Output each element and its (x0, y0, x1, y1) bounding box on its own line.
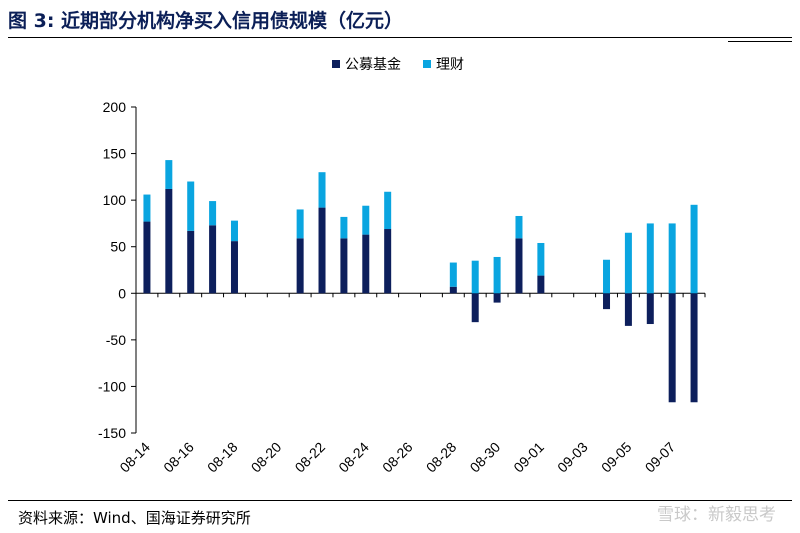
y-tick-label: -150 (98, 425, 126, 441)
bar-fund (690, 293, 698, 403)
bar-wealth (187, 181, 195, 231)
bar-fund (340, 238, 348, 294)
bar-fund (449, 286, 457, 294)
x-tick-label: 09-05 (598, 439, 635, 476)
chart-title: 图 3: 近期部分机构净买入信用债规模（亿元） (8, 10, 404, 32)
bar-wealth (471, 260, 479, 294)
watermark: 雪球：新毅思考 (657, 505, 776, 525)
bar-fund (603, 293, 611, 310)
x-tick-label: 08-14 (116, 439, 153, 476)
y-tick-label: 100 (103, 192, 127, 208)
x-tick-label: 08-16 (160, 439, 197, 476)
bar-wealth (515, 215, 523, 239)
bar-fund (165, 188, 173, 294)
x-tick-label: 08-20 (248, 439, 285, 476)
bar-wealth (603, 259, 611, 294)
bar-fund (624, 293, 632, 326)
x-tick-label: 08-22 (292, 439, 329, 476)
bar-wealth (493, 256, 501, 294)
bar-wealth (624, 232, 632, 294)
x-tick-label: 08-24 (335, 439, 372, 476)
bar-wealth (143, 194, 151, 222)
y-tick-label: -50 (106, 332, 126, 348)
bar-wealth (537, 242, 545, 276)
bar-wealth (165, 160, 173, 189)
legend-swatch-fund (332, 60, 340, 68)
x-tick-label: 08-30 (467, 439, 504, 476)
x-tick-label: 09-01 (510, 439, 547, 476)
bar-fund (318, 207, 326, 294)
source-note: 资料来源：Wind、国海证券研究所 (18, 509, 251, 527)
x-tick-label: 08-26 (379, 439, 416, 476)
y-tick-label: -100 (98, 378, 126, 394)
bar-wealth (362, 205, 370, 235)
y-tick-label: 50 (110, 239, 126, 255)
bottom-divider (8, 500, 792, 501)
bar-fund (493, 293, 501, 303)
bar-fund (646, 293, 654, 325)
bar-wealth (449, 262, 457, 287)
bar-fund (143, 221, 151, 294)
x-tick-label: 09-07 (642, 439, 679, 476)
top-divider-accent (728, 41, 792, 42)
bar-fund (209, 225, 217, 294)
y-tick-label: 200 (103, 99, 127, 115)
bar-fund (384, 229, 392, 294)
bar-fund (471, 293, 479, 323)
bar-wealth (318, 172, 326, 208)
bar-wealth (230, 220, 238, 242)
y-tick-label: 150 (103, 146, 127, 162)
legend-label-wealth: 理财 (436, 57, 464, 73)
bar-fund (296, 238, 304, 294)
bar-wealth (384, 191, 392, 230)
bar-fund (230, 241, 238, 294)
bar-fund (362, 234, 370, 294)
bar-wealth (646, 223, 654, 294)
x-tick-label: 08-28 (423, 439, 460, 476)
bar-wealth (690, 204, 698, 294)
bar-wealth (296, 209, 304, 239)
bar-wealth (209, 201, 217, 226)
bar-wealth (668, 223, 676, 294)
bar-fund (515, 238, 523, 294)
x-tick-label: 08-18 (204, 439, 241, 476)
x-tick-label: 09-03 (554, 439, 591, 476)
top-divider (8, 37, 792, 38)
bar-wealth (340, 216, 348, 239)
legend-swatch-wealth (423, 60, 431, 68)
bar-fund (668, 293, 676, 403)
y-tick-label: 0 (118, 285, 126, 301)
legend-label-fund: 公募基金 (345, 56, 401, 73)
bar-fund (537, 275, 545, 294)
bar-fund (187, 230, 195, 294)
